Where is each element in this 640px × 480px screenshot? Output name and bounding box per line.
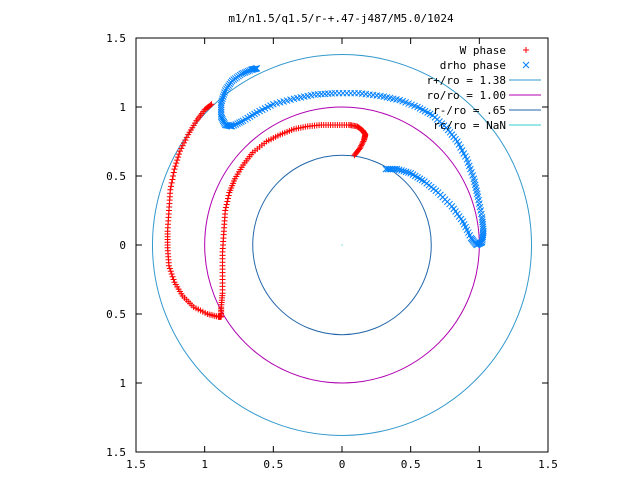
data-point-1-188: [219, 95, 226, 103]
data-point-1-8: [398, 167, 405, 174]
data-point-0-207: [174, 157, 181, 164]
data-point-1-6: [393, 165, 401, 173]
data-point-0-202: [170, 173, 177, 179]
data-point-1-164: [236, 119, 243, 126]
series-1-markers: [217, 65, 487, 249]
legend-label-1: drho phase: [440, 59, 506, 72]
data-point-1-162: [239, 117, 247, 125]
data-point-0-213: [181, 139, 188, 146]
data-point-0-200: [168, 179, 175, 186]
x-tick-label-3: 0: [339, 458, 346, 471]
data-point-0-98: [225, 195, 232, 202]
data-point-0-199: [168, 183, 175, 190]
data-point-0-211: [178, 145, 185, 152]
data-point-0-171: [168, 270, 175, 277]
data-point-1-9: [400, 167, 408, 175]
data-point-0-204: [171, 166, 178, 173]
data-point-0-233: [207, 102, 214, 109]
data-point-0-212: [179, 142, 186, 149]
legend-label-3: ro/ro = 1.00: [427, 89, 506, 102]
chart-title: m1/n1.5/q1.5/r-+.47-j487/M5.0/1024: [228, 12, 454, 25]
data-point-1-187: [218, 97, 226, 105]
legend: W phase drho phase r+/ro = 1.38 ro/ro = 1.0…: [427, 44, 541, 132]
data-point-0-173: [166, 265, 173, 272]
data-point-0-201: [169, 176, 176, 183]
axis-ticks: [135, 37, 549, 453]
data-point-1-216: [253, 65, 261, 72]
data-point-1-189: [219, 93, 227, 101]
y-tick-label-3: 0: [119, 239, 126, 252]
x-tick-label-0: 1.5: [126, 458, 146, 471]
legend-label-0: W phase: [460, 44, 506, 57]
data-point-0-198: [167, 186, 174, 193]
data-point-1-165: [234, 120, 241, 127]
x-tick-labels: 1.5 1 0.5 0 0.5 1 1.5: [126, 458, 558, 471]
data-point-0-210: [176, 148, 183, 155]
data-point-0-215: [183, 134, 190, 141]
data-point-1-166: [232, 121, 240, 128]
data-point-0-100: [223, 201, 230, 208]
data-point-0-234: [208, 101, 215, 108]
x-tick-label-5: 1: [476, 458, 483, 471]
series-0-markers: [164, 101, 369, 320]
data-point-0-6: [356, 145, 363, 152]
legend-marker-0: [523, 47, 529, 53]
data-point-0-169: [170, 276, 177, 283]
data-point-0-101: [222, 204, 229, 211]
data-point-0-206: [173, 160, 180, 167]
data-point-0-203: [170, 169, 177, 176]
y-tick-label-5: 1: [119, 101, 126, 114]
legend-label-2: r+/ro = 1.38: [427, 74, 506, 87]
x-tick-label-4: 0.5: [401, 458, 421, 471]
legend-marker-1: [522, 61, 530, 69]
y-tick-label-4: 0.5: [106, 170, 126, 183]
data-point-0-9: [358, 141, 365, 148]
x-tick-label-6: 1.5: [538, 458, 558, 471]
x-tick-label-2: 0.5: [263, 458, 283, 471]
data-point-1-186: [217, 99, 225, 107]
data-point-0-97: [225, 192, 232, 199]
data-point-1-11: [405, 169, 412, 176]
y-tick-label-2: 0.5: [106, 308, 126, 321]
data-point-1-65: [478, 216, 486, 224]
data-point-0-172: [167, 268, 174, 275]
data-point-0-168: [171, 279, 178, 286]
data-point-0-7: [357, 144, 364, 151]
data-point-0-170: [169, 273, 176, 280]
y-tick-label-6: 1.5: [106, 32, 126, 45]
data-point-1-10: [402, 168, 410, 176]
data-point-1-163: [237, 118, 245, 126]
data-point-1-191: [221, 89, 228, 96]
circle-series-4: [252, 154, 432, 336]
data-point-0-96: [226, 189, 233, 196]
circle-series-2: [151, 54, 533, 436]
center-point: [341, 244, 343, 246]
data-point-0-209: [176, 151, 183, 158]
data-point-0-208: [175, 154, 182, 161]
data-point-1-190: [220, 91, 228, 98]
series-markers: [164, 65, 487, 320]
data-point-0-8: [358, 142, 365, 149]
legend-label-5: rc/ro = NaN: [433, 119, 506, 132]
data-point-0-214: [182, 137, 189, 144]
data-point-1-7: [395, 166, 403, 174]
data-point-0-10: [359, 139, 366, 146]
data-point-0-99: [224, 198, 231, 205]
y-tick-label-0: 1.5: [106, 446, 126, 459]
y-tick-label-1: 1: [119, 377, 126, 390]
legend-label-4: r-/ro = .65: [433, 104, 506, 117]
x-tick-label-1: 1: [201, 458, 208, 471]
y-tick-labels: 1.5 1 0.5 0 0.5 1 1.5: [106, 32, 126, 459]
data-point-0-205: [172, 163, 179, 170]
